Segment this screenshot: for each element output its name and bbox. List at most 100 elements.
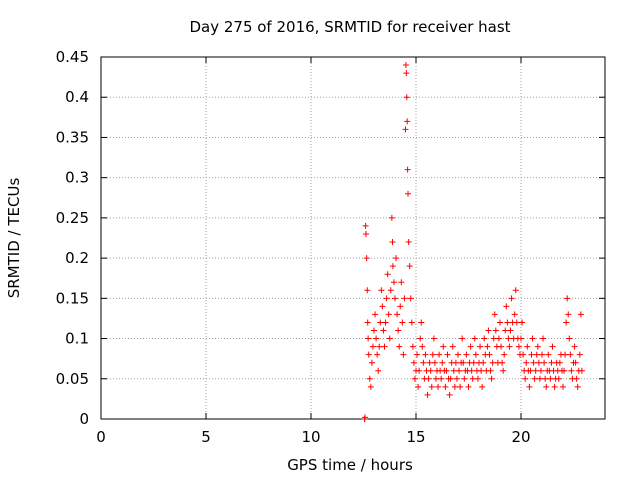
data-point — [380, 327, 387, 334]
data-point — [387, 287, 394, 294]
data-point — [515, 343, 522, 350]
data-point — [532, 367, 539, 374]
data-point — [436, 351, 443, 358]
data-point — [519, 319, 526, 326]
data-point — [400, 351, 407, 358]
data-point — [485, 327, 492, 334]
data-point — [407, 295, 414, 302]
data-point — [537, 367, 544, 374]
data-point — [439, 359, 446, 366]
data-point — [467, 343, 474, 350]
y-tick-label: 0.2 — [65, 249, 89, 267]
data-point — [379, 303, 386, 310]
data-point — [447, 375, 454, 382]
data-point — [366, 375, 373, 382]
data-point — [444, 351, 451, 358]
data-point — [438, 375, 445, 382]
data-point — [362, 222, 369, 229]
data-point — [418, 319, 425, 326]
data-point — [384, 271, 391, 278]
data-point — [365, 335, 372, 342]
data-point — [371, 327, 377, 334]
data-point — [565, 311, 572, 318]
data-point — [440, 343, 447, 350]
data-point — [497, 319, 503, 326]
data-point — [481, 335, 488, 342]
data-point — [365, 351, 372, 358]
data-point — [408, 319, 415, 326]
data-point — [390, 279, 397, 286]
data-point — [415, 383, 422, 390]
data-point — [457, 383, 464, 390]
data-point — [368, 359, 375, 366]
y-tick-label: 0.1 — [65, 330, 89, 348]
data-point — [518, 335, 524, 342]
data-point — [484, 343, 491, 350]
data-point — [442, 383, 449, 390]
data-point — [524, 343, 531, 350]
data-point — [430, 335, 437, 342]
data-point — [478, 367, 485, 374]
data-point — [508, 295, 515, 302]
data-point — [378, 287, 385, 294]
data-point — [422, 351, 429, 358]
data-point — [402, 62, 409, 69]
data-point — [479, 383, 486, 390]
data-point — [501, 351, 508, 358]
data-point — [416, 367, 423, 374]
data-points — [361, 62, 585, 422]
y-tick-label: 0.25 — [56, 209, 89, 227]
data-point — [463, 351, 470, 358]
data-point — [404, 118, 411, 125]
data-point — [381, 343, 388, 350]
data-point — [578, 367, 585, 374]
chart-title: Day 275 of 2016, SRMTID for receiver has… — [189, 18, 510, 36]
data-point — [453, 375, 460, 382]
data-point — [405, 190, 412, 197]
data-point — [572, 359, 579, 366]
data-point — [574, 383, 581, 390]
data-point — [548, 359, 555, 366]
data-point — [414, 351, 421, 358]
data-point — [431, 359, 438, 366]
data-point — [427, 367, 434, 374]
data-point — [363, 230, 370, 237]
axis-ticks — [100, 56, 605, 420]
data-point — [459, 335, 466, 342]
data-point — [406, 263, 413, 270]
data-point — [567, 351, 574, 358]
data-point — [477, 343, 484, 350]
data-point — [522, 375, 529, 382]
data-point — [399, 319, 406, 326]
data-point — [450, 367, 457, 374]
x-tick-label: 5 — [201, 428, 211, 446]
data-point — [520, 351, 527, 358]
data-point — [396, 343, 403, 350]
data-point — [456, 367, 463, 374]
y-tick-label: 0.45 — [56, 48, 89, 66]
y-tick-label: 0.4 — [65, 88, 89, 106]
data-point — [486, 351, 493, 358]
data-point — [410, 359, 417, 366]
plot-frame — [100, 56, 606, 420]
data-point — [417, 335, 424, 342]
data-point — [561, 367, 568, 374]
y-tick-label: 0.3 — [65, 169, 89, 187]
data-point — [491, 311, 498, 318]
data-point — [443, 367, 450, 374]
x-tick-label: 10 — [301, 428, 320, 446]
grid-lines — [101, 56, 605, 419]
data-point — [395, 327, 402, 334]
data-point — [420, 359, 427, 366]
data-point — [480, 359, 487, 366]
data-point — [389, 239, 396, 246]
data-point — [547, 375, 554, 382]
data-point — [492, 327, 499, 334]
data-point — [507, 327, 514, 334]
data-point — [542, 375, 549, 382]
data-point — [403, 94, 410, 101]
data-point — [564, 295, 571, 302]
data-point — [513, 319, 520, 326]
data-point — [511, 311, 518, 318]
